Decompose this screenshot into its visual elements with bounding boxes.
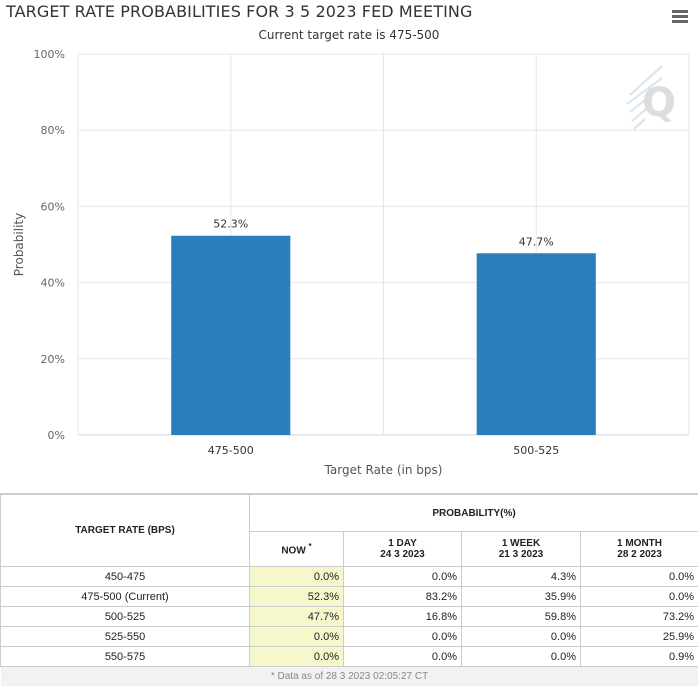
bar-475-500 [171, 236, 290, 435]
cell-day: 0.0% [344, 627, 462, 647]
cell-week: 4.3% [462, 567, 581, 587]
header-1week-date: 21 3 2023 [466, 549, 576, 560]
cell-week: 0.0% [462, 647, 581, 667]
x-tick-label: 475-500 [208, 444, 254, 457]
cell-now: 52.3% [250, 587, 344, 607]
y-tick-label: 0% [48, 429, 65, 442]
cell-day: 16.8% [344, 607, 462, 627]
header-1day-label: 1 DAY [348, 538, 457, 549]
header-1month-label: 1 MONTH [585, 538, 694, 549]
cell-rate: 475-500 (Current) [1, 587, 250, 607]
y-tick-label: 60% [41, 200, 65, 213]
y-axis-title: Probability [12, 213, 26, 276]
header-1week-label: 1 WEEK [466, 538, 576, 549]
cell-now: 0.0% [250, 567, 344, 587]
cell-rate: 550-575 [1, 647, 250, 667]
cell-month: 0.0% [581, 567, 698, 587]
table-row: 475-500 (Current)52.3%83.2%35.9%0.0% [1, 587, 698, 607]
cell-day: 0.0% [344, 567, 462, 587]
header-probability: PROBABILITY(%) [250, 495, 698, 532]
header-1day-date: 24 3 2023 [348, 549, 457, 560]
header-target-rate: TARGET RATE (BPS) [1, 495, 250, 567]
y-tick-label: 100% [34, 48, 65, 61]
y-tick-label: 20% [41, 353, 65, 366]
bar-data-label: 52.3% [213, 218, 248, 231]
probability-table-wrapper: TARGET RATE (BPS) PROBABILITY(%) NOW * 1… [0, 493, 698, 692]
x-axis-title: Target Rate (in bps) [324, 463, 443, 477]
cell-week: 0.0% [462, 627, 581, 647]
q-logo-icon: Q [627, 66, 676, 129]
cell-month: 25.9% [581, 627, 698, 647]
cell-month: 73.2% [581, 607, 698, 627]
probability-table: TARGET RATE (BPS) PROBABILITY(%) NOW * 1… [0, 494, 698, 686]
header-now-mark: * [309, 542, 312, 551]
y-tick-label: 40% [41, 277, 65, 290]
x-tick-label: 500-525 [513, 444, 559, 457]
header-now-label: NOW [281, 545, 305, 556]
bar-data-label: 47.7% [519, 235, 554, 248]
y-tick-label: 80% [41, 124, 65, 137]
cell-now: 0.0% [250, 647, 344, 667]
bar-500-525 [477, 253, 596, 435]
cell-now: 47.7% [250, 607, 344, 627]
cell-day: 0.0% [344, 647, 462, 667]
svg-text:Q: Q [642, 80, 676, 126]
cell-week: 59.8% [462, 607, 581, 627]
cell-month: 0.0% [581, 587, 698, 607]
bar-chart: Q 0% 20% 40% 60% 80% 100% 52.3% 475-500 47.7% 500… [0, 0, 698, 490]
cell-rate: 450-475 [1, 567, 250, 587]
cell-month: 0.9% [581, 647, 698, 667]
header-1month-date: 28 2 2023 [585, 549, 694, 560]
header-now: NOW * [250, 532, 344, 567]
cell-week: 35.9% [462, 587, 581, 607]
cell-day: 83.2% [344, 587, 462, 607]
cell-rate: 525-550 [1, 627, 250, 647]
cell-now: 0.0% [250, 627, 344, 647]
cell-rate: 500-525 [1, 607, 250, 627]
data-timestamp-footnote: * Data as of 28 3 2023 02:05:27 CT [1, 667, 698, 687]
